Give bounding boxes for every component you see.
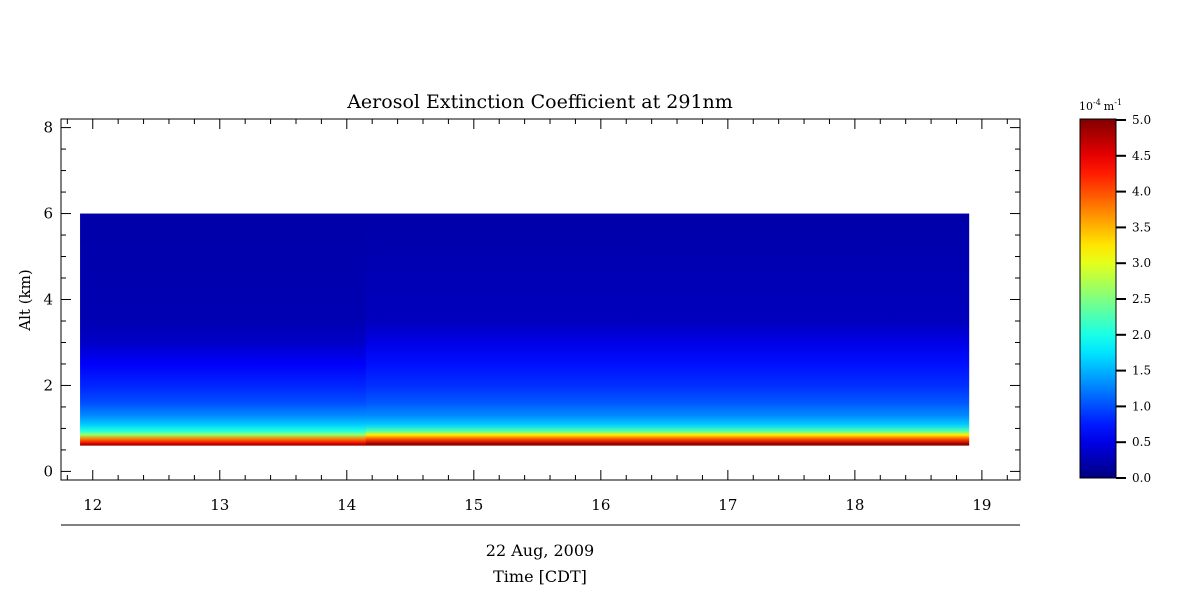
colorbar-tick-label: 2.5 [1132, 292, 1151, 306]
x-tick-label: 13 [210, 496, 229, 514]
x-tick-label: 17 [718, 496, 737, 514]
colorbar-tick-label: 1.0 [1132, 399, 1151, 413]
colorbar: 10-4 m-1 0.0 0.5 1.0 1.5 2.0 2.5 3.0 3.5 4.0 4.5 5.… [1079, 98, 1151, 485]
y-tick-label: 0 [43, 462, 53, 480]
colorbar-tick-label: 2.0 [1132, 328, 1151, 342]
y-tick-label: 8 [43, 119, 53, 137]
colorbar-tick-label: 4.5 [1132, 149, 1151, 163]
y-tick-label: 2 [43, 376, 53, 394]
colorbar-tick-label: 5.0 [1132, 113, 1151, 127]
y-tick-label: 4 [43, 291, 53, 309]
y-tick-label: 6 [43, 205, 53, 223]
x-tick-label: 12 [83, 496, 102, 514]
y-axis: 0 2 4 6 8 [43, 119, 1020, 480]
x-date-label: 22 Aug, 2009 [486, 541, 594, 560]
colorbar-unit-m: m [1104, 100, 1115, 113]
x-tick-label: 18 [845, 496, 864, 514]
x-tick-label: 14 [337, 496, 356, 514]
colorbar-tick-label: 3.5 [1132, 220, 1151, 234]
x-tick-label: 16 [591, 496, 610, 514]
colorbar-unit: 10-4 m-1 [1079, 98, 1122, 113]
heatmap [80, 213, 970, 446]
colorbar-unit-exp: -4 [1093, 98, 1101, 107]
heatmap-profile [80, 213, 367, 446]
y-axis-label: Alt (km) [16, 269, 34, 331]
colorbar-tick-label: 0.5 [1132, 435, 1151, 449]
colorbar-unit-m-exp: -1 [1114, 98, 1122, 107]
colorbar-tick-label: 3.0 [1132, 256, 1151, 270]
colorbar-tick-label: 0.0 [1132, 471, 1151, 485]
colorbar-rect [1079, 118, 1117, 479]
colorbar-unit-base: 10 [1079, 100, 1093, 113]
x-tick-label: 19 [972, 496, 991, 514]
heatmap-profile [365, 213, 970, 446]
colorbar-ticks: 0.0 0.5 1.0 1.5 2.0 2.5 3.0 3.5 4.0 4.5 5.0 [1116, 113, 1151, 485]
colorbar-tick-label: 4.0 [1132, 185, 1151, 199]
x-axis: 12 13 14 15 16 17 18 19 [66, 119, 1008, 514]
chart-title: Aerosol Extinction Coefficient at 291nm [346, 91, 733, 113]
colorbar-tick-label: 1.5 [1132, 364, 1151, 378]
x-axis-label: Time [CDT] [493, 567, 587, 586]
x-tick-label: 15 [464, 496, 483, 514]
